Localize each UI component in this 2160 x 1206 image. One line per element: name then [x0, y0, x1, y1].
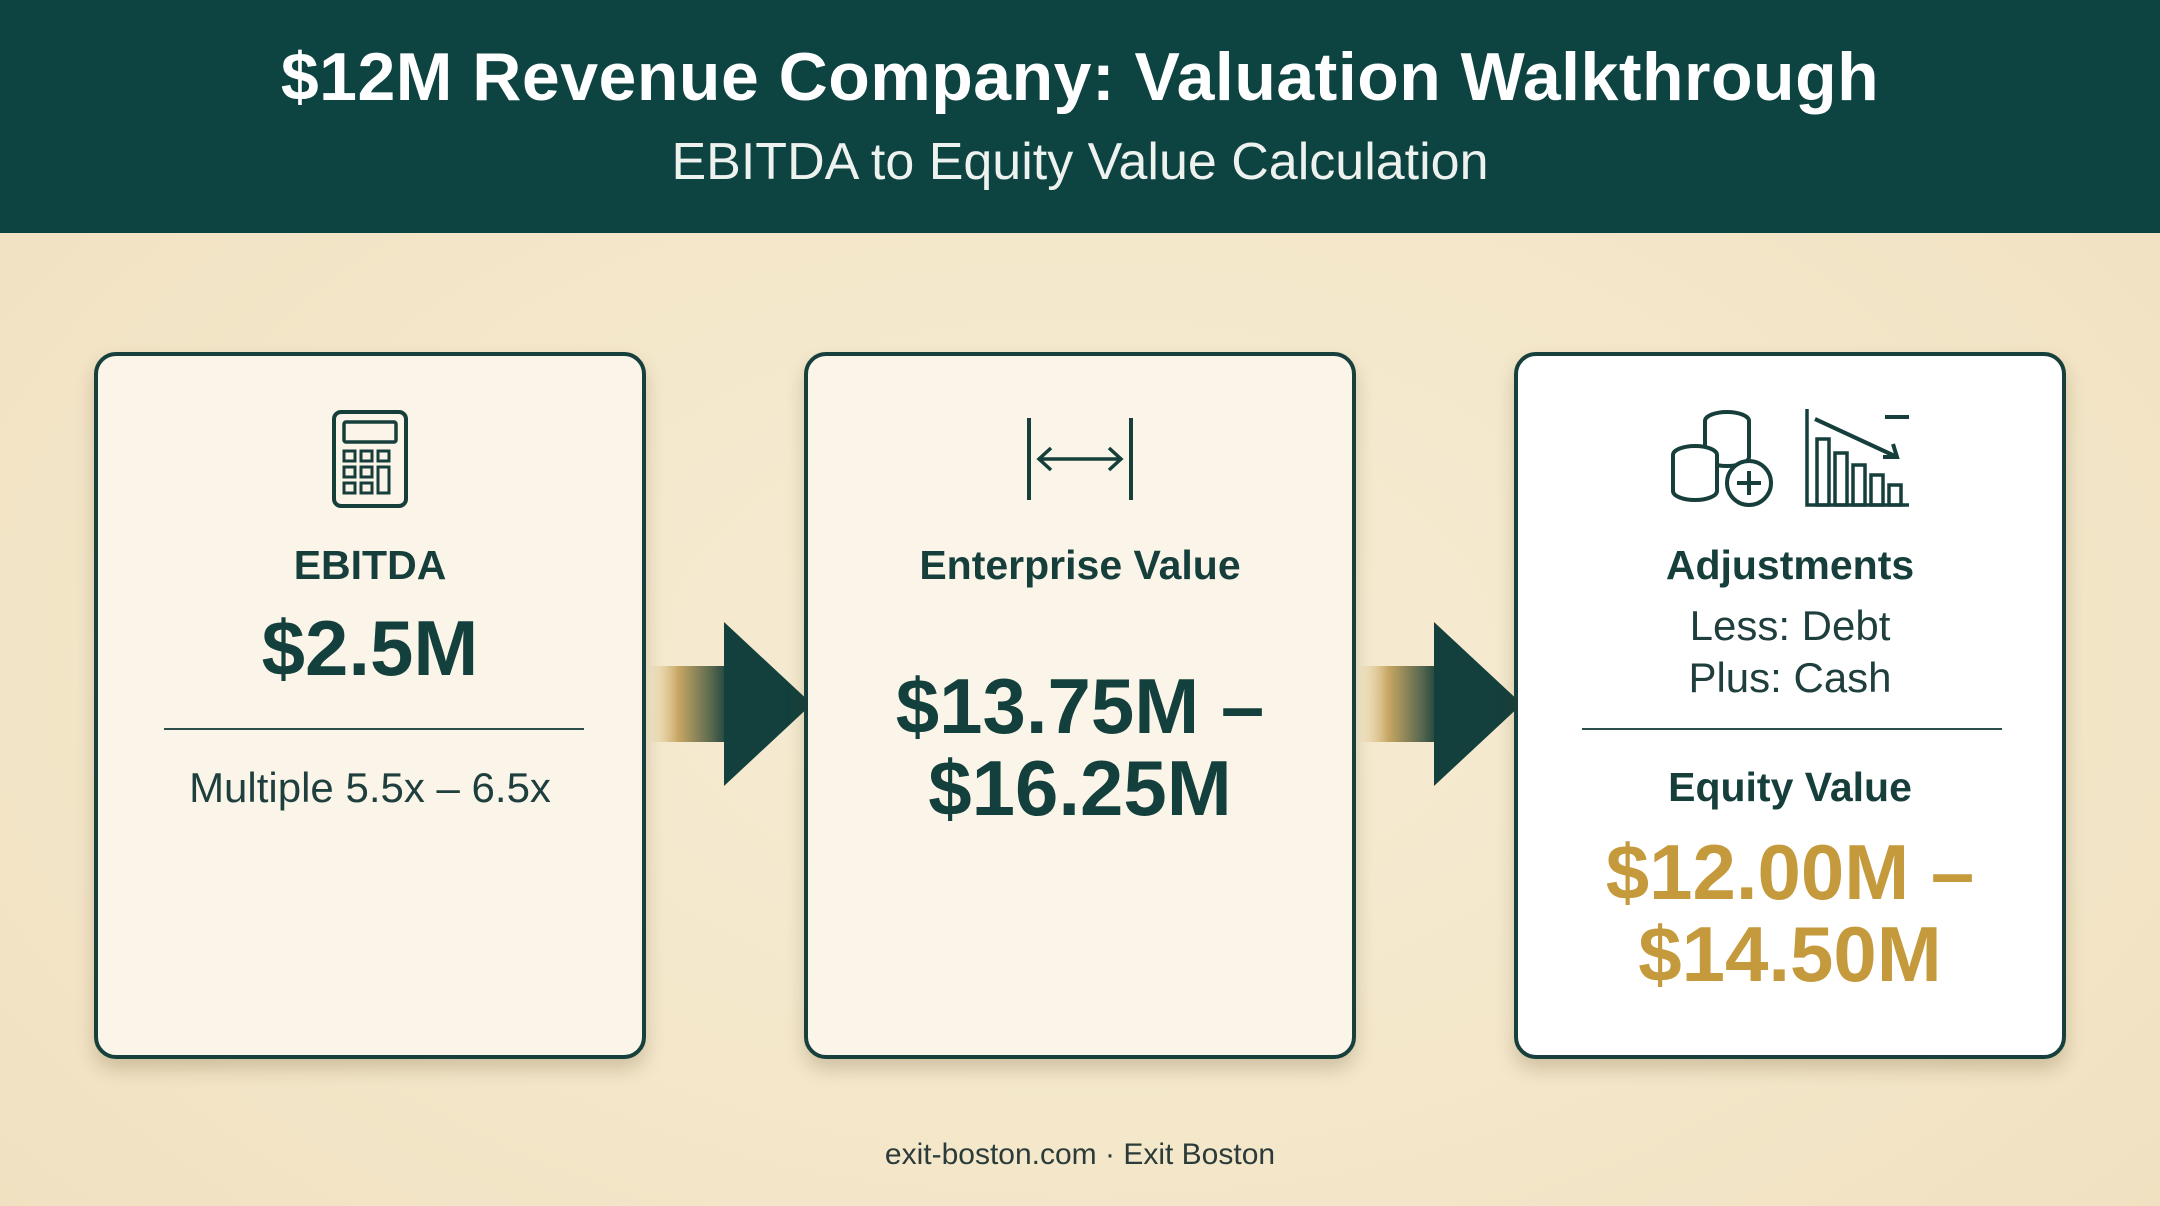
- coin-stack-plus-icon: [1671, 410, 1773, 507]
- enterprise-value-high: $16.25M: [928, 744, 1232, 832]
- equity-value-high: $14.50M: [1638, 910, 1942, 998]
- ebitda-divider: [164, 728, 584, 730]
- ebitda-multiple: Multiple 5.5x – 6.5x: [189, 764, 551, 811]
- header-banner: $12M Revenue Company: Valuation Walkthro…: [0, 0, 2160, 233]
- equity-value-label: Equity Value: [1668, 764, 1912, 810]
- adjustments-label: Adjustments: [1665, 542, 1915, 588]
- bar-chart-down-icon: [1805, 409, 1909, 507]
- page-title: $12M Revenue Company: Valuation Walkthro…: [280, 39, 1880, 115]
- equity-value-card: Adjustments Less: Debt Plus: Cash Equity…: [1514, 352, 2066, 1059]
- equity-value-low: $12.00M –: [1605, 828, 1975, 916]
- ebitda-icon-area: [98, 406, 642, 512]
- range-arrows-icon: [1027, 418, 1133, 500]
- ev-icon-area: [808, 406, 1352, 512]
- enterprise-value-low: $13.75M –: [895, 662, 1265, 750]
- flow-arrow-2: [1360, 622, 1522, 786]
- less-debt: Less: Debt: [1689, 602, 1891, 649]
- plus-cash: Plus: Cash: [1688, 654, 1892, 701]
- ebitda-card: EBITDA $2.5M Multiple 5.5x – 6.5x: [94, 352, 646, 1059]
- flow-arrow-1: [650, 622, 812, 786]
- ebitda-label: EBITDA: [293, 542, 447, 588]
- footer-credit: exit-boston.com · Exit Boston: [884, 1138, 1276, 1171]
- calculator-icon: [332, 410, 408, 508]
- equity-icon-area: [1518, 406, 2062, 512]
- enterprise-value-card: Enterprise Value $13.75M – $16.25M: [804, 352, 1356, 1059]
- page-subtitle: EBITDA to Equity Value Calculation: [671, 133, 1489, 191]
- enterprise-value-label: Enterprise Value: [919, 542, 1241, 588]
- equity-divider: [1582, 728, 2002, 730]
- ebitda-value: $2.5M: [261, 604, 479, 692]
